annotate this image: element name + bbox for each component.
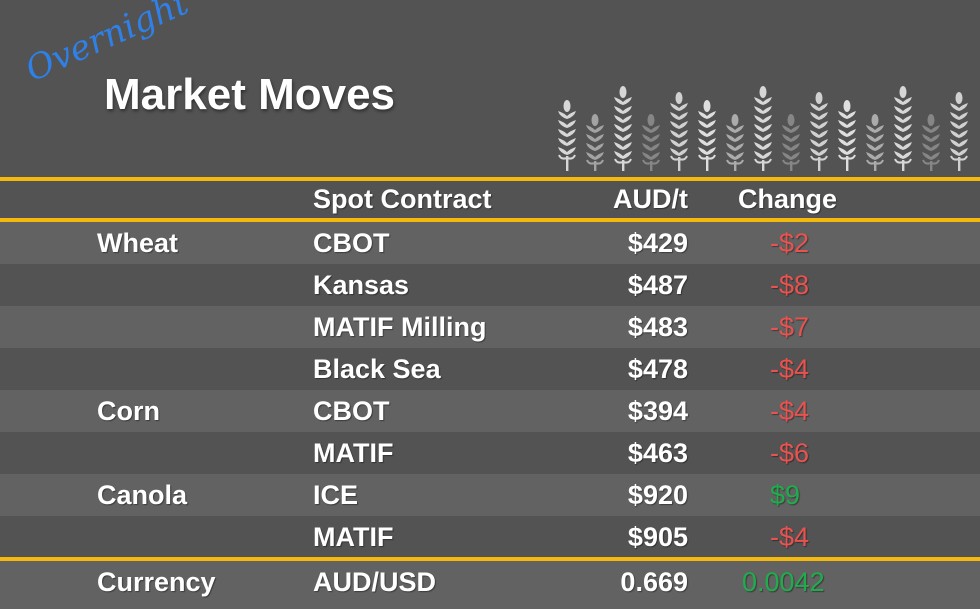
table-header: Spot Contract AUD/t Change	[0, 181, 980, 219]
wheat-stalk-icon	[612, 85, 634, 176]
wheat-stalk-icon	[808, 91, 830, 176]
currency-change: 0.0042	[742, 567, 825, 597]
page-title: Market Moves	[104, 70, 396, 119]
wheat-stalk-icon	[668, 91, 690, 176]
currency-label: Currency	[97, 567, 216, 597]
table-row: Corn CBOT $394 -$4	[0, 390, 980, 432]
price-value: $920	[627, 480, 688, 510]
commodity-label: Corn	[97, 396, 160, 426]
price-value: $429	[627, 228, 688, 258]
change-value: $9	[770, 480, 801, 510]
contract-name: MATIF Milling	[313, 312, 487, 342]
change-value: -$6	[770, 438, 810, 468]
table-row: MATIF $905 -$4	[0, 516, 980, 558]
contract-name: ICE	[313, 480, 359, 510]
wheat-stalk-icon	[920, 113, 942, 176]
wheat-stalk-icon	[780, 113, 802, 176]
wheat-stalk-icon	[556, 99, 578, 176]
gold-divider-top	[0, 177, 980, 181]
wheat-stalk-icon	[696, 99, 718, 176]
wheat-stalk-icon	[752, 85, 774, 176]
currency-pair: AUD/USD	[313, 567, 437, 597]
table-row: MATIF Milling $483 -$7	[0, 306, 980, 348]
price-value: $463	[627, 438, 688, 468]
change-value: -$4	[770, 396, 810, 426]
change-value: -$4	[770, 354, 810, 384]
wheat-stalk-icon	[948, 91, 970, 176]
price-value: $483	[627, 312, 688, 342]
contract-name: Black Sea	[313, 354, 441, 384]
change-value: -$7	[770, 312, 810, 342]
table-row: MATIF $463 -$6	[0, 432, 980, 474]
gold-divider-currency	[0, 557, 980, 561]
price-value: $905	[627, 522, 688, 552]
wheat-decoration	[548, 85, 970, 176]
table-row: Canola ICE $920 $9	[0, 474, 980, 516]
column-header-spot-contract: Spot Contract	[313, 184, 492, 214]
column-header-change: Change	[738, 184, 838, 214]
price-value: $487	[627, 270, 688, 300]
table-row: Wheat CBOT $429 -$2	[0, 222, 980, 264]
gold-divider-header	[0, 218, 980, 222]
currency-rate: 0.669	[620, 567, 688, 597]
currency-row: Currency AUD/USD 0.669 0.0042	[0, 561, 980, 609]
wheat-stalk-icon	[640, 113, 662, 176]
wheat-stalk-icon	[836, 99, 858, 176]
contract-name: MATIF	[313, 438, 394, 468]
header: Overnight Market Moves	[0, 0, 980, 177]
change-value: -$4	[770, 522, 810, 552]
contract-name: CBOT	[313, 396, 390, 426]
change-value: -$8	[770, 270, 810, 300]
wheat-stalk-icon	[724, 113, 746, 176]
commodity-label: Wheat	[97, 228, 178, 258]
contract-name: MATIF	[313, 522, 394, 552]
wheat-stalk-icon	[892, 85, 914, 176]
column-header-aud-per-tonne: AUD/t	[613, 184, 688, 214]
change-value: -$2	[770, 228, 810, 258]
commodity-label: Canola	[97, 480, 188, 510]
contract-name: Kansas	[313, 270, 410, 300]
price-value: $478	[627, 354, 688, 384]
wheat-stalk-icon	[864, 113, 886, 176]
wheat-stalk-icon	[584, 113, 606, 176]
contract-name: CBOT	[313, 228, 390, 258]
table-row: Black Sea $478 -$4	[0, 348, 980, 390]
price-value: $394	[627, 396, 688, 426]
table-row: Kansas $487 -$8	[0, 264, 980, 306]
